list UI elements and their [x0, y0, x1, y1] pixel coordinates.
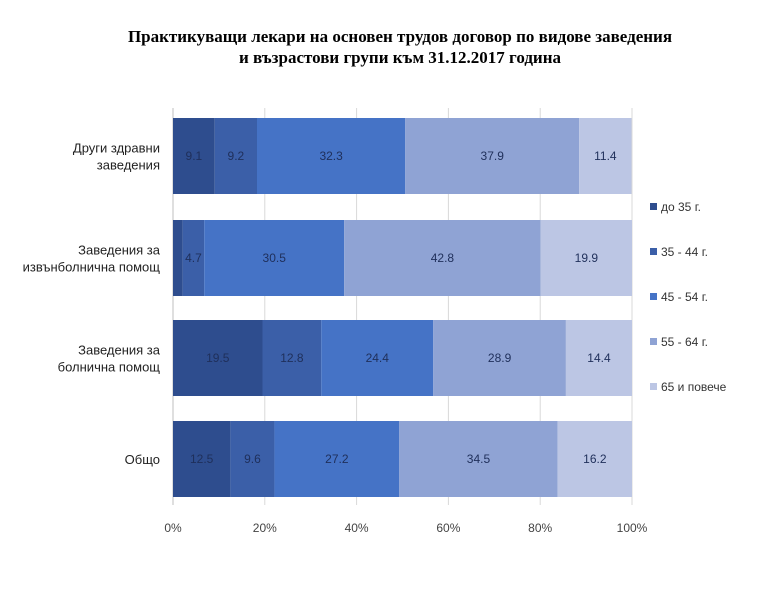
category-label: заведения: [97, 158, 160, 173]
data-label: 24.4: [366, 351, 390, 365]
data-label: 4.7: [185, 251, 202, 265]
bar-segment: [173, 320, 263, 396]
bar-segment: [579, 118, 632, 194]
bar-segment: [321, 320, 434, 396]
title-line-2: и възрастови групи към 31.12.2017 година: [238, 48, 562, 67]
legend-swatch: [650, 383, 657, 390]
x-tick-label: 40%: [345, 521, 369, 535]
bar-segment: [262, 320, 322, 396]
legend-swatch: [650, 248, 657, 255]
data-label: 16.2: [583, 452, 607, 466]
bar-segment: [256, 118, 406, 194]
category-label: Общо: [125, 452, 160, 467]
legend-swatch: [650, 293, 657, 300]
legend-label: 55 - 64 г.: [661, 335, 708, 349]
x-tick-label: 60%: [436, 521, 460, 535]
bar-segment: [182, 220, 205, 296]
bar-segment: [173, 118, 215, 194]
data-label: 42.8: [431, 251, 455, 265]
bar-segment: [214, 118, 257, 194]
legend-label: 35 - 44 г.: [661, 245, 708, 259]
data-label: 34.5: [467, 452, 491, 466]
data-label: 19.9: [575, 251, 599, 265]
data-label: 37.9: [481, 149, 505, 163]
bar-segment: [399, 421, 558, 497]
legend-label: 45 - 54 г.: [661, 290, 708, 304]
data-label: 9.6: [244, 452, 261, 466]
bar-segment: [433, 320, 566, 396]
bar-segment: [173, 220, 183, 296]
category-label: извънболнична помощ: [23, 260, 161, 275]
bar-segment: [540, 220, 632, 296]
category-label: Други здравни: [73, 141, 160, 156]
chart-title: Практикуващи лекари на основен трудов до…: [40, 26, 760, 68]
data-label: 32.3: [319, 149, 343, 163]
data-label: 12.8: [280, 351, 304, 365]
data-label: 30.5: [263, 251, 287, 265]
title-line-1: Практикуващи лекари на основен трудов до…: [127, 27, 673, 46]
bar-segment: [204, 220, 345, 296]
x-tick-label: 80%: [528, 521, 552, 535]
data-label: 11.4: [594, 149, 617, 163]
x-tick-label: 0%: [164, 521, 182, 535]
category-label: Заведения за: [78, 343, 161, 358]
bar-segment: [230, 421, 275, 497]
bar-segment: [274, 421, 400, 497]
x-tick-label: 100%: [617, 521, 648, 535]
data-label: 28.9: [488, 351, 512, 365]
legend-swatch: [650, 338, 657, 345]
bar-segment: [173, 421, 231, 497]
legend-label: до 35 г.: [661, 200, 701, 214]
category-label: Заведения за: [78, 243, 161, 258]
x-tick-label: 20%: [253, 521, 277, 535]
data-label: 9.2: [228, 149, 245, 163]
bar-segment: [565, 320, 632, 396]
bar-segment: [344, 220, 541, 296]
legend-swatch: [650, 203, 657, 210]
data-label: 19.5: [206, 351, 230, 365]
data-label: 27.2: [325, 452, 349, 466]
category-label: болнична помощ: [58, 360, 161, 375]
data-label: 9.1: [186, 149, 203, 163]
bar-segment: [557, 421, 632, 497]
data-label: 12.5: [190, 452, 214, 466]
legend-label: 65 и повече: [661, 380, 727, 394]
data-label: 14.4: [587, 351, 611, 365]
bar-segment: [405, 118, 580, 194]
